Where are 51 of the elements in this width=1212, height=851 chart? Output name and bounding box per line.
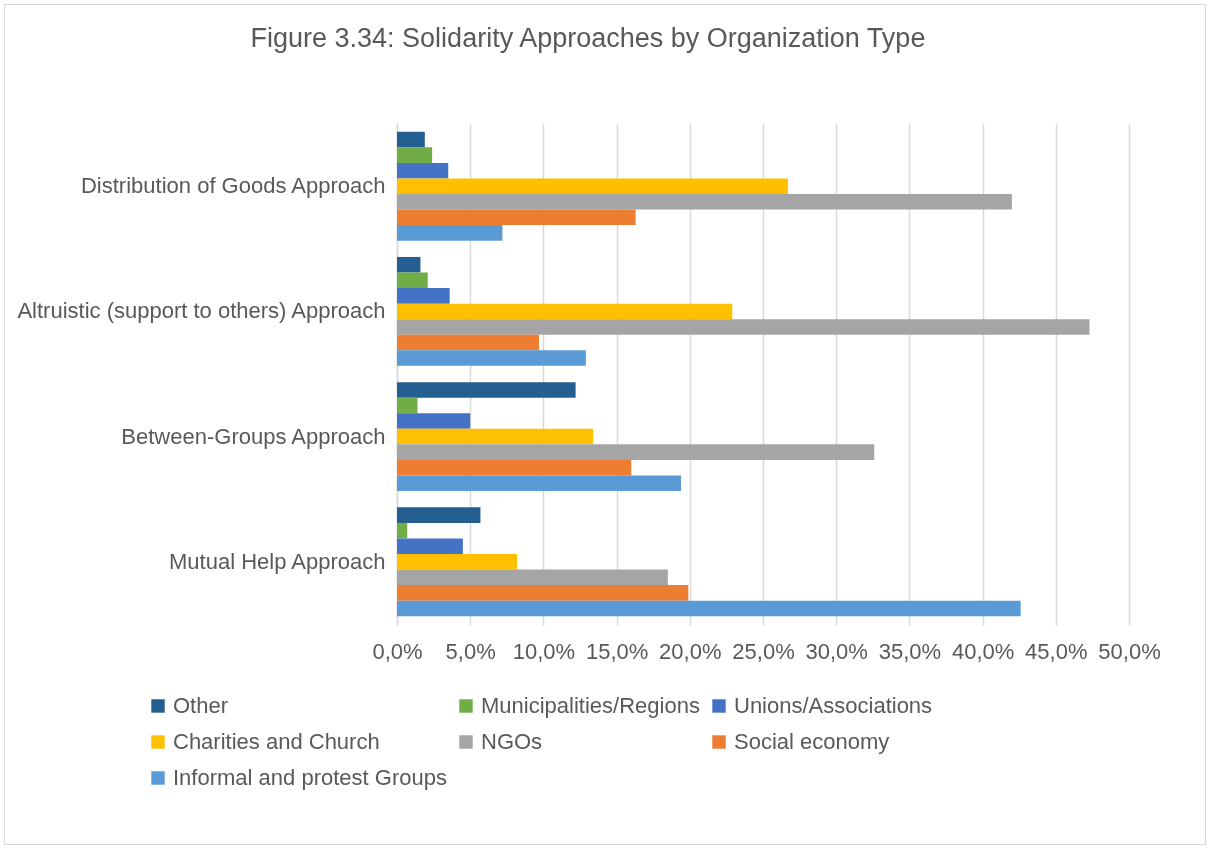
bar	[397, 147, 433, 163]
bar	[397, 319, 1090, 335]
bar	[397, 475, 682, 492]
bar	[397, 178, 788, 194]
legend-label: Social economy	[734, 729, 890, 754]
legend-label: NGOs	[481, 729, 543, 754]
bar	[397, 507, 481, 523]
bar	[397, 459, 632, 476]
bar	[397, 538, 463, 554]
bar	[397, 554, 518, 570]
bar	[397, 600, 1021, 617]
x-tick-label: 5,0%	[445, 638, 496, 664]
legend-label: Unions/Associations	[734, 693, 933, 718]
chart-title: Figure 3.34: Solidarity Approaches by Organization Type	[250, 23, 926, 53]
bar	[397, 397, 418, 414]
bar	[397, 131, 425, 148]
bar	[397, 569, 668, 586]
y-tick-label: Distribution of Goods Approach	[80, 173, 386, 199]
bar	[397, 256, 421, 273]
x-tick-label: 30,0%	[805, 638, 868, 664]
bar	[397, 522, 408, 539]
x-tick-label: 35,0%	[878, 638, 942, 664]
x-tick-label: 15,0%	[585, 638, 649, 664]
legend-label: Municipalities/Regions	[481, 693, 700, 718]
legend-label: Charities and Church	[173, 729, 380, 754]
y-tick-label: Altruistic (support to others) Approach	[17, 298, 386, 324]
legend-label: Informal and protest Groups	[173, 765, 447, 790]
legend-label: Other	[173, 693, 229, 718]
y-tick-label: Mutual Help Approach	[169, 548, 386, 574]
x-tick-label: 0,0%	[372, 638, 423, 664]
x-tick-label: 25,0%	[732, 638, 795, 664]
x-tick-label: 40,0%	[951, 638, 1015, 664]
bar	[397, 194, 1012, 210]
bar	[397, 225, 503, 241]
bar	[397, 350, 586, 366]
x-tick-label: 45,0%	[1025, 638, 1088, 664]
bar	[397, 209, 636, 226]
bar	[397, 585, 689, 601]
bar	[397, 444, 875, 460]
x-tick-label: 50,0%	[1098, 638, 1161, 664]
x-tick-label: 10,0%	[512, 638, 576, 664]
bar	[397, 413, 471, 429]
x-tick-label: 20,0%	[659, 638, 722, 664]
bar	[397, 272, 428, 289]
bar	[397, 303, 733, 320]
bar	[397, 382, 576, 398]
bar	[397, 162, 449, 179]
bar	[397, 288, 450, 304]
bar	[397, 428, 594, 445]
bar	[397, 334, 540, 351]
y-tick-label: Between-Groups Approach	[121, 423, 386, 449]
